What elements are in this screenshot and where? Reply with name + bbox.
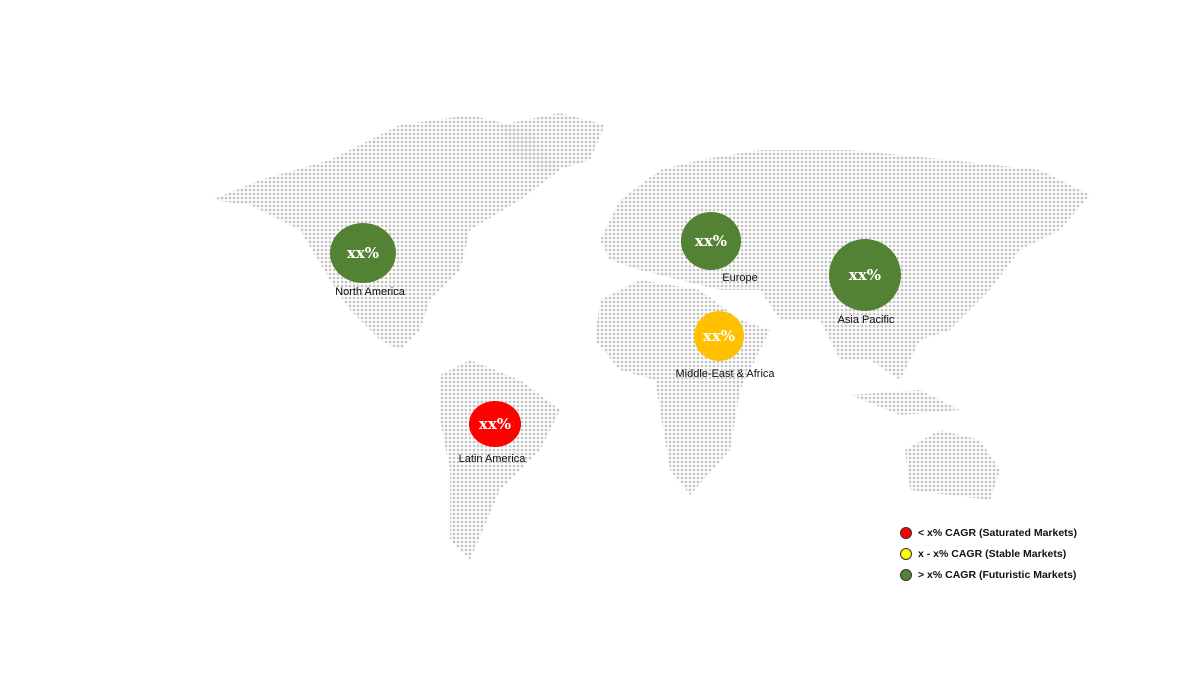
middle-east-africa-label: Middle-East & Africa xyxy=(675,368,775,380)
latin-america-label: Latin America xyxy=(458,453,526,465)
legend-item-saturated: < x% CAGR (Saturated Markets) xyxy=(900,522,1077,543)
red-swatch-icon xyxy=(900,526,912,539)
europe-bubble: xx% xyxy=(681,212,741,270)
yellow-swatch-icon xyxy=(900,547,912,560)
legend-label: x - x% CAGR (Stable Markets) xyxy=(918,547,1067,560)
middle-east-africa-value: xx% xyxy=(702,327,736,345)
legend-label: > x% CAGR (Futuristic Markets) xyxy=(918,568,1077,581)
legend: < x% CAGR (Saturated Markets) x - x% CAG… xyxy=(900,522,1077,585)
indonesia-landmass xyxy=(850,390,960,415)
north-america-value: xx% xyxy=(346,244,380,262)
asia-pacific-label: Asia Pacific xyxy=(837,314,895,326)
legend-item-futuristic: > x% CAGR (Futuristic Markets) xyxy=(900,564,1077,585)
africa-landmass xyxy=(595,280,770,495)
europe-label: Europe xyxy=(722,272,758,284)
legend-label: < x% CAGR (Saturated Markets) xyxy=(918,526,1078,539)
north-america-bubble: xx% xyxy=(330,223,396,283)
asia-pacific-value: xx% xyxy=(848,266,882,284)
latin-america-bubble: xx% xyxy=(469,401,521,447)
north-america-label: North America xyxy=(335,286,405,298)
greenland-landmass xyxy=(500,113,605,175)
asia-pacific-bubble: xx% xyxy=(829,239,901,311)
latin-america-value: xx% xyxy=(478,415,512,433)
legend-item-stable: x - x% CAGR (Stable Markets) xyxy=(900,543,1077,564)
middle-east-africa-bubble: xx% xyxy=(694,311,744,361)
green-swatch-icon xyxy=(900,568,912,581)
europe-value: xx% xyxy=(694,232,728,250)
south-america-landmass xyxy=(440,360,560,560)
australia-landmass xyxy=(905,430,1000,500)
